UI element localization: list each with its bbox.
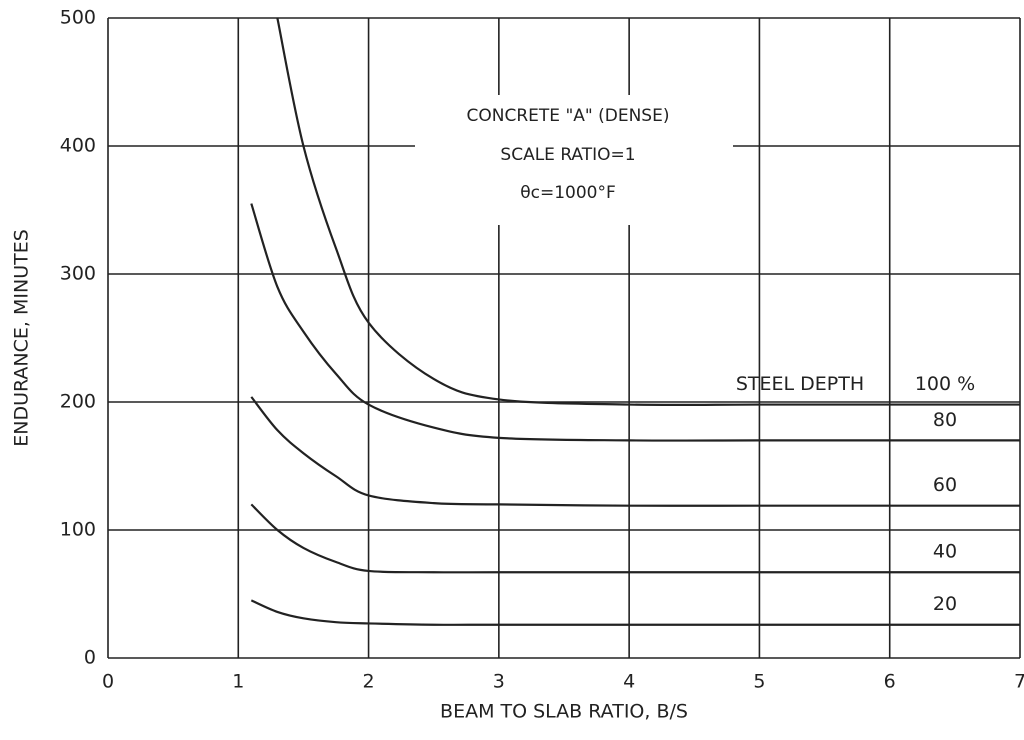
- y-tick-label: 300: [60, 263, 96, 285]
- annotation: STEEL DEPTH: [736, 373, 864, 395]
- series-line: [250, 503, 1020, 574]
- series-label: 40: [933, 541, 957, 563]
- x-tick-label: 3: [493, 671, 505, 693]
- series-line: [250, 599, 1020, 626]
- label-bg: [905, 406, 985, 435]
- y-axis-label: ENDURANCE, MINUTES: [11, 229, 33, 447]
- annotation: CONCRETE "A" (DENSE): [467, 106, 670, 126]
- y-tick-label: 200: [60, 391, 96, 413]
- annotation: SCALE RATIO=1: [500, 145, 635, 165]
- series-label: 60: [933, 474, 957, 496]
- series-line: [276, 17, 1020, 407]
- x-tick-label: 4: [623, 671, 635, 693]
- y-tick-label: 0: [84, 647, 96, 669]
- x-tick-label: 0: [102, 671, 114, 693]
- series-label: 20: [933, 593, 957, 615]
- label-bg: [905, 590, 985, 619]
- y-tick-label: 400: [60, 135, 96, 157]
- annotation-box: [415, 95, 733, 225]
- series-label: 100 %: [915, 373, 975, 395]
- label-bg: [905, 538, 985, 567]
- label-bg: [905, 370, 985, 399]
- y-tick-label: 500: [60, 7, 96, 29]
- x-axis-label: BEAM TO SLAB RATIO, B/S: [440, 701, 688, 723]
- x-tick-label: 2: [363, 671, 375, 693]
- label-bg: [905, 471, 985, 500]
- series-label: 80: [933, 409, 957, 431]
- series-line: [250, 396, 1020, 507]
- annotation: θc=1000°F: [520, 183, 616, 203]
- x-tick-label: 7: [1014, 671, 1024, 693]
- y-tick-label: 100: [60, 519, 96, 541]
- series-line: [250, 203, 1020, 442]
- x-tick-label: 1: [232, 671, 244, 693]
- x-tick-label: 5: [753, 671, 765, 693]
- x-tick-label: 6: [884, 671, 896, 693]
